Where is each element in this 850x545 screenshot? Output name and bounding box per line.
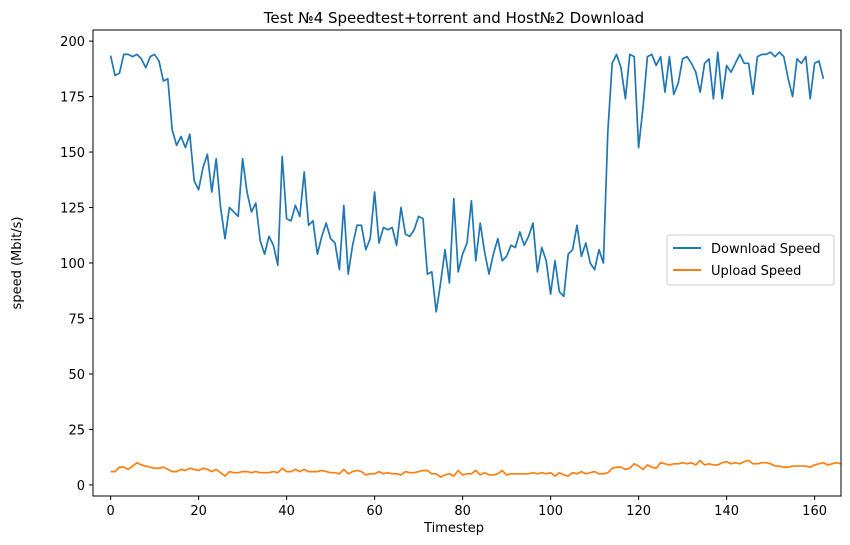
x-tick-label: 0 [106, 504, 114, 519]
y-tick-label: 75 [68, 312, 85, 327]
y-tick-label: 100 [60, 257, 85, 272]
x-tick-label: 140 [714, 504, 739, 519]
y-tick-label: 150 [60, 146, 85, 161]
y-tick-label: 125 [60, 202, 85, 217]
legend-label-download: Download Speed [711, 242, 821, 257]
y-tick-label: 200 [60, 35, 85, 50]
x-axis: 0 20 40 60 80 100 120 140 160 [106, 496, 827, 519]
x-tick-label: 40 [278, 504, 295, 519]
x-axis-title: Timestep [423, 521, 484, 536]
plot-series [109, 51, 842, 478]
y-tick-label: 50 [68, 368, 85, 383]
x-tick-label: 60 [366, 504, 383, 519]
y-tick-label: 25 [68, 423, 85, 438]
x-tick-label: 160 [802, 504, 827, 519]
chart-title: Test №4 Speedtest+torrent and Host№2 Dow… [263, 9, 644, 27]
legend-box [666, 234, 835, 286]
legend: Download Speed Upload Speed [666, 234, 835, 286]
x-tick-label: 120 [626, 504, 651, 519]
y-axis: 0 25 50 75 100 125 150 175 200 [60, 35, 93, 494]
series-line-upload [110, 459, 842, 478]
y-axis-title: speed (Mbit/s) [10, 217, 25, 310]
y-tick-label: 175 [60, 91, 85, 106]
series-line-download [109, 51, 825, 313]
x-tick-label: 20 [190, 504, 207, 519]
x-tick-label: 100 [538, 504, 563, 519]
legend-label-upload: Upload Speed [711, 264, 801, 279]
x-tick-label: 80 [454, 504, 471, 519]
y-tick-label: 0 [77, 479, 85, 494]
